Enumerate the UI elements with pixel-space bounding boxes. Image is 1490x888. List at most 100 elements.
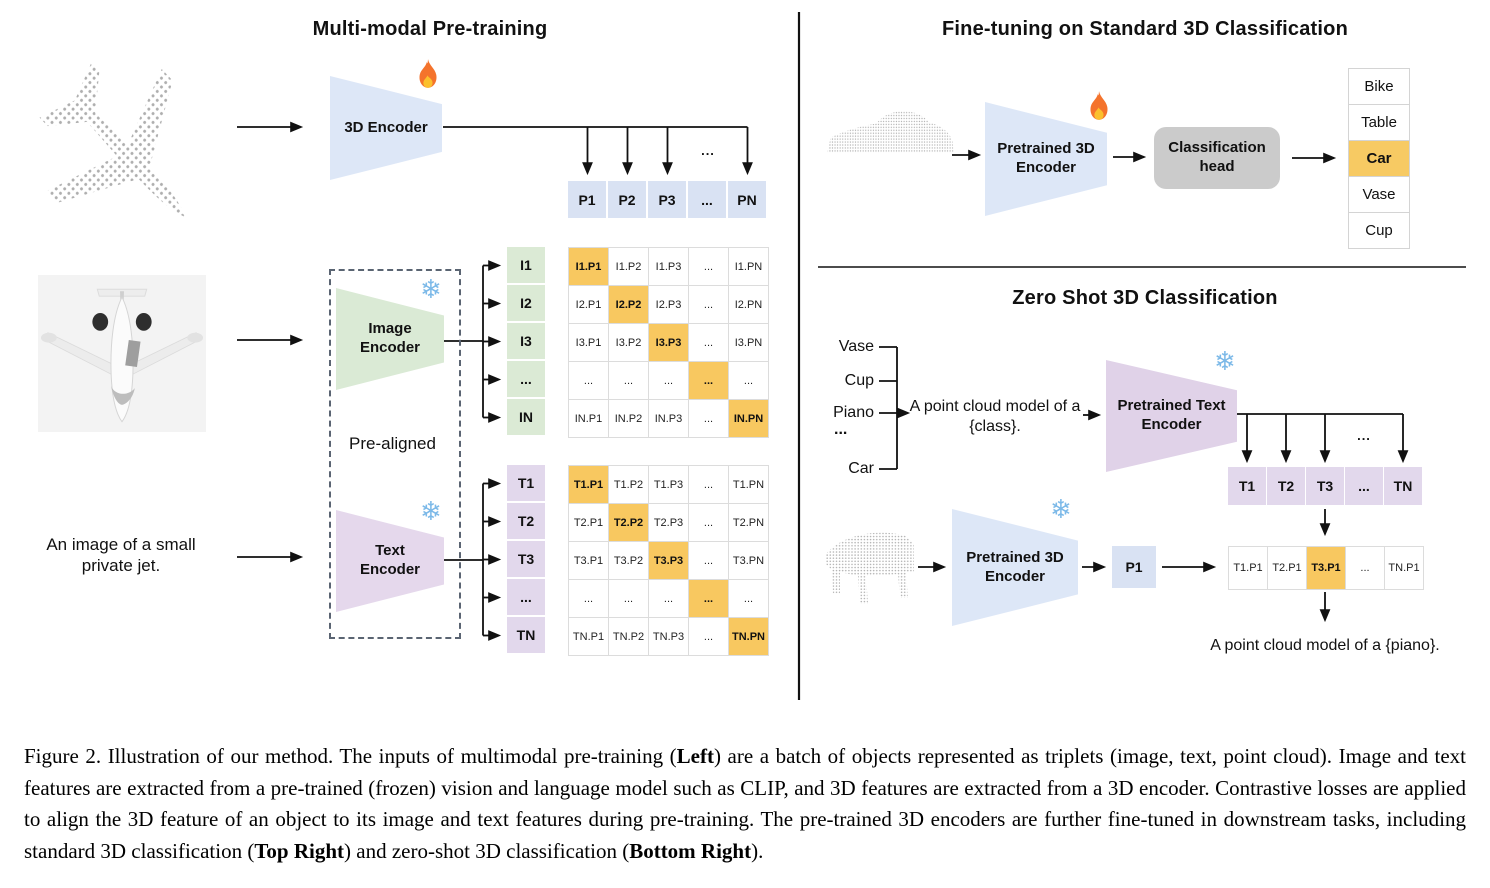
matrix-cell: ... bbox=[689, 504, 728, 541]
matrix-cell: I3.P2 bbox=[609, 324, 648, 361]
matrix-cell: T1.P1 bbox=[1229, 547, 1267, 589]
pretrained-3d-encoder-label: Pretrained 3D Encoder bbox=[966, 548, 1064, 585]
i-cell: I3 bbox=[507, 323, 545, 359]
prompt-text: A point cloud model of a {class}. bbox=[909, 398, 1081, 435]
class-row: Vase bbox=[1349, 177, 1409, 213]
image-encoder-label: Image Encoder bbox=[359, 320, 420, 356]
piano-point-cloud bbox=[826, 532, 914, 604]
matrix-cell: I1.P2 bbox=[609, 248, 648, 285]
figure-caption: Figure 2. Illustration of our method. Th… bbox=[24, 741, 1466, 867]
p-cell: PN bbox=[728, 181, 766, 218]
matrix-cell: ... bbox=[689, 466, 728, 503]
zeroshot-section-title: Zero Shot 3D Classification bbox=[1012, 287, 1278, 309]
matrix-cell-highlighted: T3.P1 bbox=[1307, 547, 1345, 589]
matrix-cell: ... bbox=[609, 580, 648, 617]
zeroshot-class-label: Piano bbox=[833, 404, 874, 421]
connector-arrows-svg bbox=[237, 12, 1466, 700]
matrix-cell-highlighted: T1.P1 bbox=[569, 466, 608, 503]
class-list: Bike Table Car Vase Cup bbox=[1348, 68, 1410, 249]
caption-bold: Left bbox=[676, 744, 714, 768]
matrix-cell: T2.P1 bbox=[569, 504, 608, 541]
pretrained-text-encoder-label: Pretrained Text Encoder bbox=[1117, 397, 1226, 433]
caption-text: ) and zero-shot 3D classification ( bbox=[344, 838, 630, 863]
class-row: Table bbox=[1349, 105, 1409, 141]
matrix-cell: ... bbox=[569, 362, 608, 399]
text-encoder-label: Text Encoder bbox=[359, 542, 420, 578]
caption-bold: Top Right bbox=[254, 838, 345, 863]
pre-aligned-label: Pre-aligned bbox=[349, 434, 436, 453]
t-cell: ... bbox=[507, 579, 545, 615]
t-cell: T1 bbox=[507, 465, 545, 501]
p-cell: P1 bbox=[568, 181, 606, 218]
class-row: Bike bbox=[1349, 69, 1409, 105]
matrix-cell: T3.P1 bbox=[569, 542, 608, 579]
zeroshot-class-label: Car bbox=[848, 460, 874, 477]
predicted-prompt-text: A point cloud model of a {piano}. bbox=[1210, 637, 1440, 654]
caption-text: ) are a batch of objects represented as … bbox=[24, 744, 1466, 863]
matrix-cell: ... bbox=[729, 580, 768, 617]
t-cell: T1 bbox=[1228, 467, 1266, 505]
t-feature-column: T1 T2 T3 ... TN bbox=[507, 465, 545, 653]
matrix-cell: ... bbox=[689, 324, 728, 361]
matrix-cell: TN.P3 bbox=[649, 618, 688, 655]
car-point-cloud bbox=[827, 111, 954, 153]
matrix-cell: T2.P3 bbox=[649, 504, 688, 541]
matrix-cell-highlighted: I2.P2 bbox=[609, 286, 648, 323]
fire-icon bbox=[419, 59, 437, 88]
matrix-cell: ... bbox=[569, 580, 608, 617]
matrix-cell: T2.P1 bbox=[1268, 547, 1306, 589]
i-cell: ... bbox=[507, 361, 545, 397]
t-cell: TN bbox=[507, 617, 545, 653]
matrix-cell-highlighted: IN.PN bbox=[729, 400, 768, 437]
left-section-title: Multi-modal Pre-training bbox=[312, 18, 548, 40]
matrix-cell: I2.PN bbox=[729, 286, 768, 323]
t-cell: T2 bbox=[1267, 467, 1305, 505]
matrix-cell: IN.P2 bbox=[609, 400, 648, 437]
matrix-cell: I2.P1 bbox=[569, 286, 608, 323]
snowflake-icon: ❄ bbox=[420, 496, 442, 526]
matrix-cell: T2.PN bbox=[729, 504, 768, 541]
matrix-cell-highlighted: T2.P2 bbox=[609, 504, 648, 541]
p1-feature-box: P1 bbox=[1112, 546, 1156, 588]
matrix-cell: ... bbox=[729, 362, 768, 399]
t-cell: T2 bbox=[507, 503, 545, 539]
i-cell: IN bbox=[507, 399, 545, 435]
matrix-cell-highlighted: I1.P1 bbox=[569, 248, 608, 285]
p-cell: ... bbox=[688, 181, 726, 218]
pre-aligned-box bbox=[329, 269, 461, 639]
matrix-cell-highlighted: I3.P3 bbox=[649, 324, 688, 361]
matrix-cell-highlighted: TN.PN bbox=[729, 618, 768, 655]
p-cell: P2 bbox=[608, 181, 646, 218]
matrix-cell: T1.PN bbox=[729, 466, 768, 503]
snowflake-icon: ❄ bbox=[1050, 494, 1072, 524]
ellipsis: ... bbox=[1357, 428, 1371, 443]
image-point-similarity-matrix: I1.P1 I1.P2 I1.P3 ... I1.PN I2.P1 I2.P2 … bbox=[568, 247, 769, 438]
matrix-cell: ... bbox=[649, 362, 688, 399]
input-text: An image of a small private jet. bbox=[46, 535, 196, 576]
i-cell: I1 bbox=[507, 247, 545, 283]
i-cell: I2 bbox=[507, 285, 545, 321]
jet-image bbox=[38, 275, 206, 432]
matrix-cell: ... bbox=[649, 580, 688, 617]
matrix-cell: ... bbox=[689, 542, 728, 579]
matrix-cell: ... bbox=[689, 248, 728, 285]
finetune-section-title: Fine-tuning on Standard 3D Classificatio… bbox=[941, 18, 1348, 40]
matrix-cell-highlighted: ... bbox=[689, 362, 728, 399]
jet-image-drawing bbox=[40, 288, 204, 423]
classification-head: Classification head bbox=[1154, 127, 1280, 189]
p-cell: P3 bbox=[648, 181, 686, 218]
matrix-cell: ... bbox=[1346, 547, 1384, 589]
i-feature-column: I1 I2 I3 ... IN bbox=[507, 247, 545, 435]
matrix-cell: IN.P1 bbox=[569, 400, 608, 437]
caption-bold: Bottom Right bbox=[629, 838, 752, 863]
matrix-cell: ... bbox=[689, 618, 728, 655]
zeroshot-class-label: Cup bbox=[844, 372, 874, 389]
matrix-cell: TN.P2 bbox=[609, 618, 648, 655]
t-cell: ... bbox=[1345, 467, 1383, 505]
class-row: Cup bbox=[1365, 222, 1393, 239]
zeroshot-class-label: Vase bbox=[838, 338, 874, 355]
fire-icon bbox=[1090, 91, 1108, 120]
caption-text: ). bbox=[751, 838, 764, 863]
ellipsis: ... bbox=[701, 143, 715, 158]
